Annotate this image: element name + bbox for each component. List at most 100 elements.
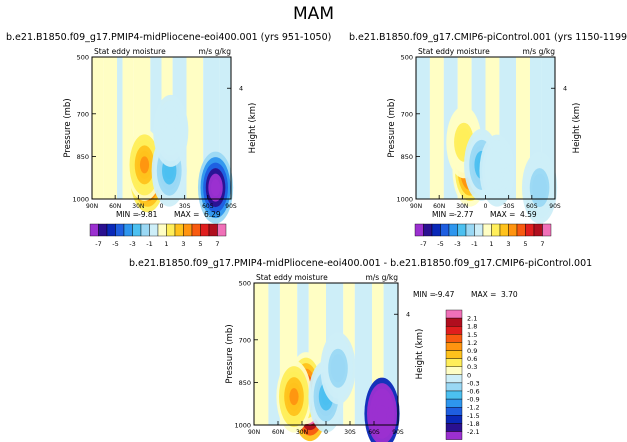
panel2-y-tick-label: 850 xyxy=(401,153,413,161)
panel3-anomaly-contour xyxy=(372,394,392,434)
panel3-min-label: MIN = xyxy=(413,290,436,299)
panel1-x-tick-label: 30S xyxy=(179,203,191,210)
panel3-anomaly-contour xyxy=(284,377,304,417)
colorbar3-label: -1.8 xyxy=(467,420,480,428)
colorbar3-label: 0 xyxy=(467,371,471,379)
panel2-right-tick-label: 4 xyxy=(563,85,567,93)
colorbar1-swatch xyxy=(132,223,142,237)
panel2-shading-band xyxy=(516,57,530,199)
panel3-y-tick-label: 700 xyxy=(239,336,251,344)
colorbar2-swatch xyxy=(491,223,501,237)
panel1-x-tick-label: 30N xyxy=(132,203,144,210)
panel2-ylabel: Pressure (mb) xyxy=(387,98,397,157)
panel3-shading-band xyxy=(297,283,309,425)
panel2-shading-band xyxy=(457,57,472,199)
colorbar2-label: -7 xyxy=(420,240,426,248)
panel1-anomaly-contour xyxy=(205,168,226,208)
page-title: MAM xyxy=(293,4,334,24)
panel1-anomaly-contour xyxy=(158,105,184,156)
colorbar3-swatch xyxy=(445,415,463,424)
colorbar2-label: -3 xyxy=(454,240,460,248)
panel1-anomaly-contour xyxy=(197,151,234,224)
panel3-anomaly-contour xyxy=(367,383,397,442)
panel2-anomaly-contour xyxy=(451,117,477,168)
panel2-shading-band xyxy=(499,57,517,199)
colorbar1-label: -1 xyxy=(146,240,152,248)
panel3-anomaly-contour xyxy=(321,388,331,406)
colorbar1-label: -5 xyxy=(112,240,118,248)
colorbar2-swatch xyxy=(499,223,509,237)
panel2-shading-band xyxy=(443,57,458,199)
colorbar3-label: -0.6 xyxy=(467,388,480,396)
panel3-anomaly-contour xyxy=(276,360,312,433)
panel3-x-tick-label: 60N xyxy=(272,429,284,436)
panel1-anomaly-contour xyxy=(166,122,176,140)
colorbar3-swatch xyxy=(445,317,463,327)
panel1-y-tick-label: 500 xyxy=(77,54,89,62)
panel1-x-tick-label: 0 xyxy=(160,203,164,210)
colorbar2-swatch xyxy=(525,223,535,237)
panel3-anomaly-contour xyxy=(281,371,307,422)
panel2-anomaly-contour xyxy=(479,134,515,207)
colorbar2-label: 7 xyxy=(540,240,544,248)
panel1-anomaly-contour xyxy=(154,140,185,202)
colorbar1-swatch xyxy=(149,223,159,237)
panel1-left-subtitle: Stat eddy moisture xyxy=(94,47,166,56)
panel2-anomaly-contour xyxy=(534,179,545,197)
panel1-min-value: -9.81 xyxy=(138,210,158,219)
panel1-anomaly-contour xyxy=(134,145,155,185)
panel2-x-tick-label: 0 xyxy=(484,203,488,210)
colorbar2-swatch xyxy=(440,223,450,237)
panel3-min-value: -9.47 xyxy=(435,290,455,299)
panel1-y-tick-label: 850 xyxy=(77,153,89,161)
colorbar1-swatch xyxy=(217,223,227,237)
panel3-shading-band xyxy=(372,283,384,425)
panel3-anomaly-contour xyxy=(297,380,323,431)
panel3-title: b.e21.B1850.f09_g17.PMIP4-midPliocene-eo… xyxy=(129,258,593,269)
colorbar2-label: 5 xyxy=(523,240,527,248)
panel2-frame xyxy=(415,56,556,200)
panel1-shading-band xyxy=(161,57,173,199)
panel1-shading-band xyxy=(150,57,162,199)
panel2-anomaly-contour xyxy=(457,145,483,196)
panel2-shading-band xyxy=(541,57,555,199)
panel1-anomaly-contour xyxy=(140,162,155,191)
panel2-x-tick-label: 90S xyxy=(549,203,561,210)
colorbar1-swatch xyxy=(89,223,99,237)
panel2-anomaly-contour xyxy=(466,134,497,196)
colorbar3-label: -1.2 xyxy=(467,404,480,412)
panel1-x-tick-label: 90S xyxy=(225,203,237,210)
panel2-anomaly-contour xyxy=(455,140,486,202)
panel3-y-tick-label: 850 xyxy=(239,379,251,387)
panel3-anomaly-contour xyxy=(302,391,318,420)
panel2-anomaly-contour xyxy=(448,111,479,173)
colorbar2-label: 3 xyxy=(506,240,510,248)
colorbar2-swatch xyxy=(474,223,484,237)
panel2-anomaly-contour xyxy=(477,156,487,174)
colorbar3-label: 0.3 xyxy=(467,363,477,371)
panel2-x-tick-label: 30N xyxy=(456,203,468,210)
panel3-anomaly-contour xyxy=(279,366,309,428)
colorbar1-label: 7 xyxy=(215,240,219,248)
panel2-x-tick-label: 30S xyxy=(503,203,515,210)
colorbar2-swatch xyxy=(516,223,526,237)
panel1-anomaly-contour xyxy=(143,167,153,185)
panel2-anomaly-contour xyxy=(469,139,495,190)
panel3-anomaly-contour xyxy=(330,354,346,383)
panel1-anomaly-contour xyxy=(126,128,163,201)
panel1-anomaly-contour xyxy=(155,100,186,162)
panel3-frame xyxy=(253,282,399,426)
colorbar1-swatch xyxy=(123,223,133,237)
panel1-anomaly-contour xyxy=(132,139,157,190)
panel3-shading-band xyxy=(268,283,280,425)
panel2-shading-band xyxy=(529,57,542,199)
panel1-anomaly-contour xyxy=(151,134,187,207)
colorbar3-label: 1.5 xyxy=(467,331,477,339)
colorbar2-swatch xyxy=(423,223,433,237)
panel3-anomaly-contour xyxy=(305,396,315,414)
colorbar3-label: 2.1 xyxy=(467,315,477,323)
panel3-y-tick-label: 500 xyxy=(239,280,251,288)
panel1-anomaly-contour xyxy=(135,151,161,202)
panel3-anomaly-contour xyxy=(325,343,351,394)
panel2-anomaly-contour xyxy=(454,122,474,162)
